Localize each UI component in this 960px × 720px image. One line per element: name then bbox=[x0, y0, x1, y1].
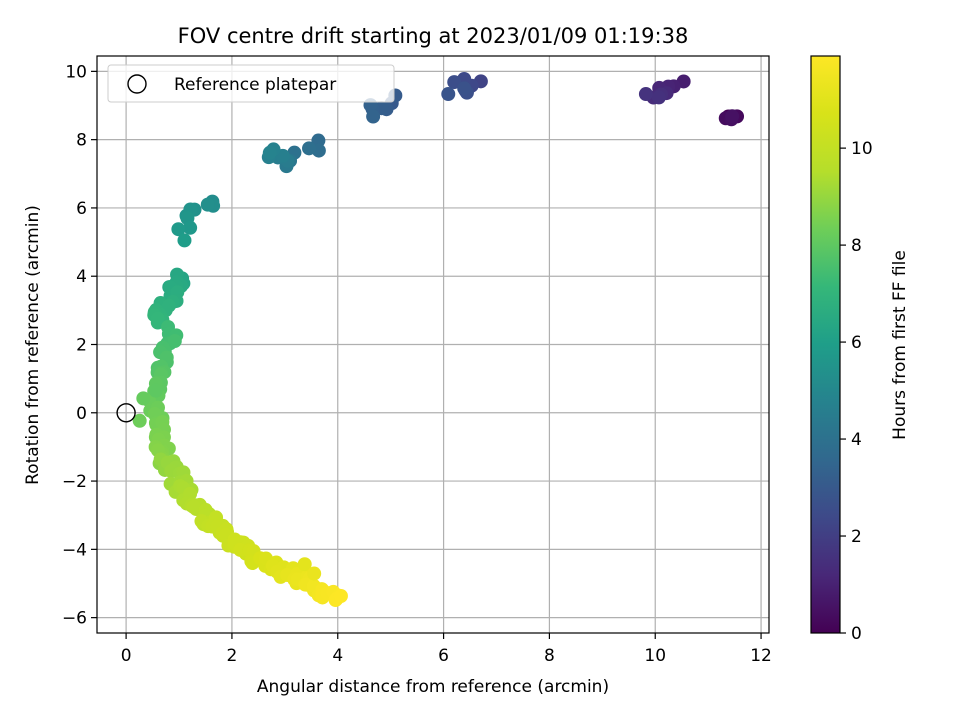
data-point bbox=[311, 133, 326, 148]
data-point bbox=[725, 109, 740, 124]
colorbar: 0 2 4 6 8 10 Hours from first FF file bbox=[810, 55, 910, 644]
y-tick-label: 8 bbox=[76, 131, 87, 151]
legend: Reference platepar bbox=[107, 64, 395, 103]
y-axis-label: Rotation from reference (arcmin) bbox=[23, 205, 43, 485]
data-points bbox=[132, 71, 745, 608]
legend-box bbox=[107, 64, 395, 103]
data-point bbox=[183, 220, 198, 235]
data-point bbox=[186, 499, 201, 514]
colorbar-tick-label: 8 bbox=[851, 236, 862, 256]
colorbar-label: Hours from first FF file bbox=[890, 250, 910, 440]
colorbar-tick-label: 6 bbox=[851, 333, 862, 353]
data-point bbox=[307, 566, 322, 581]
chart-title: FOV centre drift starting at 2023/01/09 … bbox=[178, 24, 689, 48]
y-tick-label: −4 bbox=[62, 540, 87, 560]
data-point bbox=[148, 383, 163, 398]
data-point bbox=[651, 90, 666, 105]
colorbar-tick-label: 0 bbox=[851, 624, 862, 644]
data-point bbox=[262, 145, 277, 160]
data-point bbox=[457, 81, 472, 96]
data-point bbox=[638, 87, 653, 102]
y-tick-label: 10 bbox=[65, 62, 87, 82]
data-point bbox=[333, 588, 348, 603]
x-tick-label: 2 bbox=[227, 646, 238, 666]
x-tick-label: 8 bbox=[544, 646, 555, 666]
reference-platepar-marker bbox=[116, 403, 136, 423]
legend-open-circle-icon bbox=[127, 74, 147, 94]
colorbar-tick-label: 4 bbox=[851, 430, 862, 450]
legend-entry-label: Reference platepar bbox=[174, 75, 336, 95]
data-point bbox=[297, 557, 312, 572]
y-tick-label: 0 bbox=[76, 404, 87, 424]
data-point bbox=[167, 334, 182, 349]
data-point bbox=[441, 87, 456, 102]
x-tick-label: 12 bbox=[750, 646, 772, 666]
data-point bbox=[132, 413, 147, 428]
y-tick-label: −6 bbox=[62, 609, 87, 629]
x-axis-label: Angular distance from reference (arcmin) bbox=[257, 677, 609, 697]
colorbar-gradient bbox=[810, 55, 841, 634]
data-point bbox=[171, 222, 186, 237]
y-tick-label: −2 bbox=[62, 472, 87, 492]
x-tick-label: 0 bbox=[121, 646, 132, 666]
colorbar-tick-label: 10 bbox=[851, 139, 873, 159]
data-point bbox=[200, 197, 215, 212]
colorbar-ticks: 0 2 4 6 8 10 bbox=[840, 139, 873, 644]
y-tick-label: 6 bbox=[76, 199, 87, 219]
y-axis-ticks: −6 −4 −2 0 2 4 6 8 10 bbox=[62, 62, 97, 629]
data-point bbox=[177, 233, 192, 248]
grid-lines bbox=[97, 56, 769, 633]
colorbar-tick-label: 2 bbox=[851, 527, 862, 547]
y-tick-label: 2 bbox=[76, 336, 87, 356]
data-point bbox=[136, 391, 151, 406]
y-tick-label: 4 bbox=[76, 267, 87, 287]
data-point bbox=[447, 75, 462, 90]
x-tick-label: 6 bbox=[438, 646, 449, 666]
x-axis-ticks: 0 2 4 6 8 10 12 bbox=[121, 633, 772, 666]
data-point bbox=[150, 311, 165, 326]
x-tick-label: 4 bbox=[332, 646, 343, 666]
x-tick-label: 10 bbox=[644, 646, 666, 666]
data-point bbox=[366, 109, 381, 124]
data-point bbox=[302, 141, 317, 156]
